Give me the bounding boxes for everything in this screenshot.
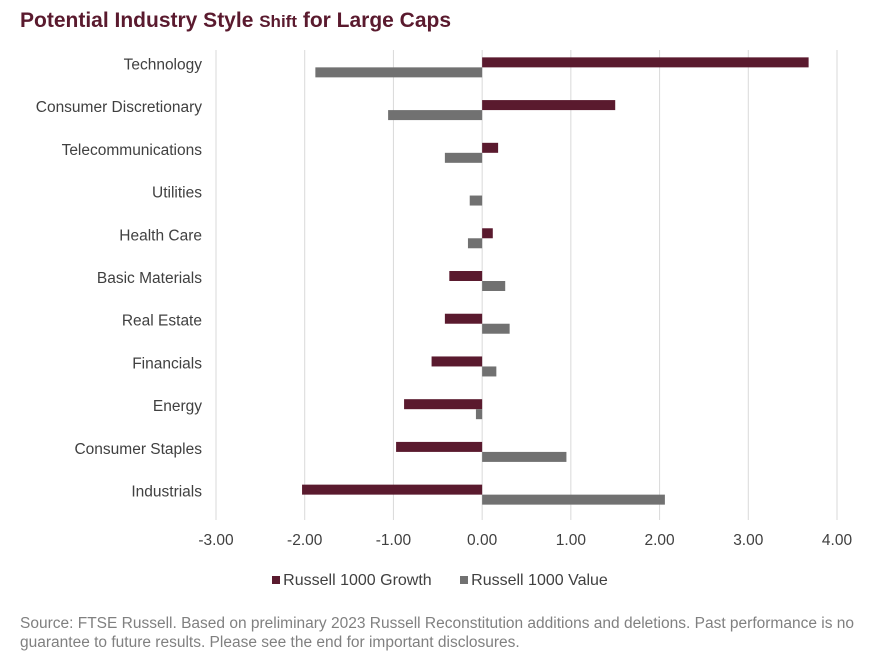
- y-category-label: Technology: [124, 56, 203, 73]
- bar-value: [444, 152, 483, 163]
- bar-value: [482, 281, 506, 291]
- y-category-label: Industrials: [131, 484, 202, 501]
- source-note: Source: FTSE Russell. Based on prelimina…: [20, 615, 854, 651]
- bar-value: [315, 67, 483, 78]
- bar-growth: [302, 484, 483, 495]
- chart-legend: Russell 1000 Growth Russell 1000 Value: [0, 572, 880, 590]
- legend-swatch-value: [460, 576, 469, 584]
- y-category-label: Consumer Staples: [74, 441, 202, 458]
- bar-value: [482, 323, 510, 334]
- x-tick-label: 1.00: [556, 532, 587, 549]
- x-tick-label: 3.00: [733, 532, 764, 549]
- legend-label-growth: Russell 1000 Growth: [283, 572, 432, 589]
- y-category-label: Consumer Discretionary: [36, 99, 202, 116]
- y-category-label: Utilities: [152, 185, 202, 202]
- bar-value: [482, 451, 567, 462]
- bar-value: [475, 409, 483, 420]
- x-tick-label: -1.00: [376, 532, 412, 549]
- bar-value: [469, 195, 483, 206]
- x-tick-label: -2.00: [287, 532, 323, 549]
- title-small: Shift: [259, 12, 297, 31]
- y-category-label: Real Estate: [122, 313, 202, 330]
- bar-chart: -3.00 -2.00 -1.00 0.00 1.00 2.00 3.00 4.00 Techn…: [36, 50, 853, 549]
- bar-growth: [482, 57, 809, 68]
- legend-item-growth: Russell 1000 Growth: [272, 572, 432, 590]
- bar-value: [388, 110, 483, 121]
- y-category-label: Basic Materials: [97, 270, 202, 287]
- bar-growth: [396, 441, 483, 452]
- bar-value: [482, 494, 665, 505]
- x-tick-label: 2.00: [644, 532, 675, 549]
- x-tick-label: 0.00: [467, 532, 498, 549]
- y-category-label: Financials: [132, 355, 202, 372]
- legend-item-value: Russell 1000 Value: [460, 572, 608, 590]
- bar-growth: [431, 356, 483, 367]
- y-category-label: Health Care: [119, 227, 202, 244]
- title-main: Potential Industry Style: [20, 9, 260, 32]
- x-tick-label: 4.00: [822, 532, 853, 549]
- chart-title: Potential Industry Style Shift for Large…: [20, 9, 451, 33]
- bar-growth: [444, 313, 483, 324]
- title-end: for Large Caps: [297, 9, 452, 32]
- bar-growth: [482, 100, 616, 111]
- y-category-label: Energy: [153, 398, 202, 415]
- bar-value: [467, 238, 483, 249]
- bar-growth: [482, 228, 493, 239]
- legend-label-value: Russell 1000 Value: [471, 572, 608, 589]
- x-tick-label: -3.00: [198, 532, 234, 549]
- bar-growth: [482, 142, 499, 153]
- bar-value: [482, 366, 497, 377]
- y-category-label: Telecommunications: [62, 142, 203, 159]
- bar-growth: [404, 399, 483, 410]
- bar-growth: [449, 271, 483, 281]
- legend-swatch-growth: [272, 576, 281, 584]
